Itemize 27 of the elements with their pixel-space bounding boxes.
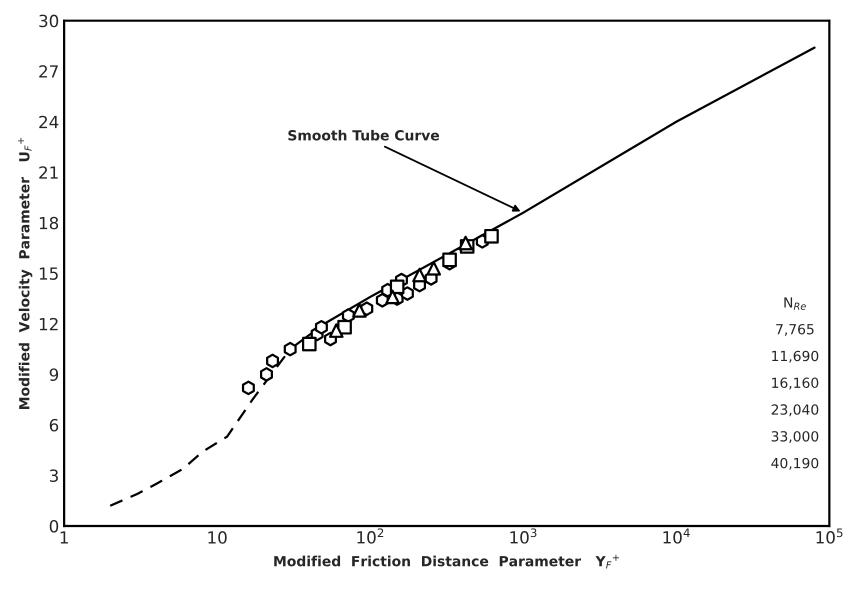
x-tick-label: 10$^{3}$: [510, 528, 536, 544]
x-axis-title: Modified Friction Distance Parameter Y$_{F}$$^{+}$: [274, 554, 619, 568]
annotation: 40,190: [771, 458, 818, 470]
x-tick-label: 1: [60, 531, 68, 544]
y-tick-label: 24: [39, 116, 58, 128]
annotation: Smooth Tube Curve: [288, 130, 440, 141]
annotation: 7,765: [776, 324, 814, 336]
annotation: 16,160: [772, 378, 818, 390]
y-tick-label: 3: [50, 469, 58, 482]
y-tick-label: 12: [40, 318, 58, 330]
y-tick-label: 6: [50, 418, 58, 432]
y-tick-label: 21: [39, 166, 58, 179]
y-tick-label: 0: [50, 520, 58, 533]
annotation: N$_{Re}$: [784, 297, 806, 310]
y-tick-label: 9: [50, 368, 58, 381]
y-tick-label: 18: [40, 216, 58, 230]
y-tick-label: 30: [39, 14, 58, 28]
annotation: 33,000: [772, 431, 818, 444]
x-tick-label: 10$^{2}$: [357, 528, 384, 544]
annotation: 11,690: [772, 350, 818, 363]
y-tick-label: 27: [39, 65, 58, 78]
x-tick-label: 10$^{4}$: [663, 528, 690, 544]
y-tick-label: 15: [40, 268, 58, 280]
x-tick-label: 10: [208, 531, 227, 544]
annotation: 23,040: [772, 404, 818, 416]
x-tick-label: 10$^{5}$: [816, 528, 842, 544]
y-axis-title: Modified Velocity Parameter U$_{F}$$^{+}$: [18, 138, 32, 410]
